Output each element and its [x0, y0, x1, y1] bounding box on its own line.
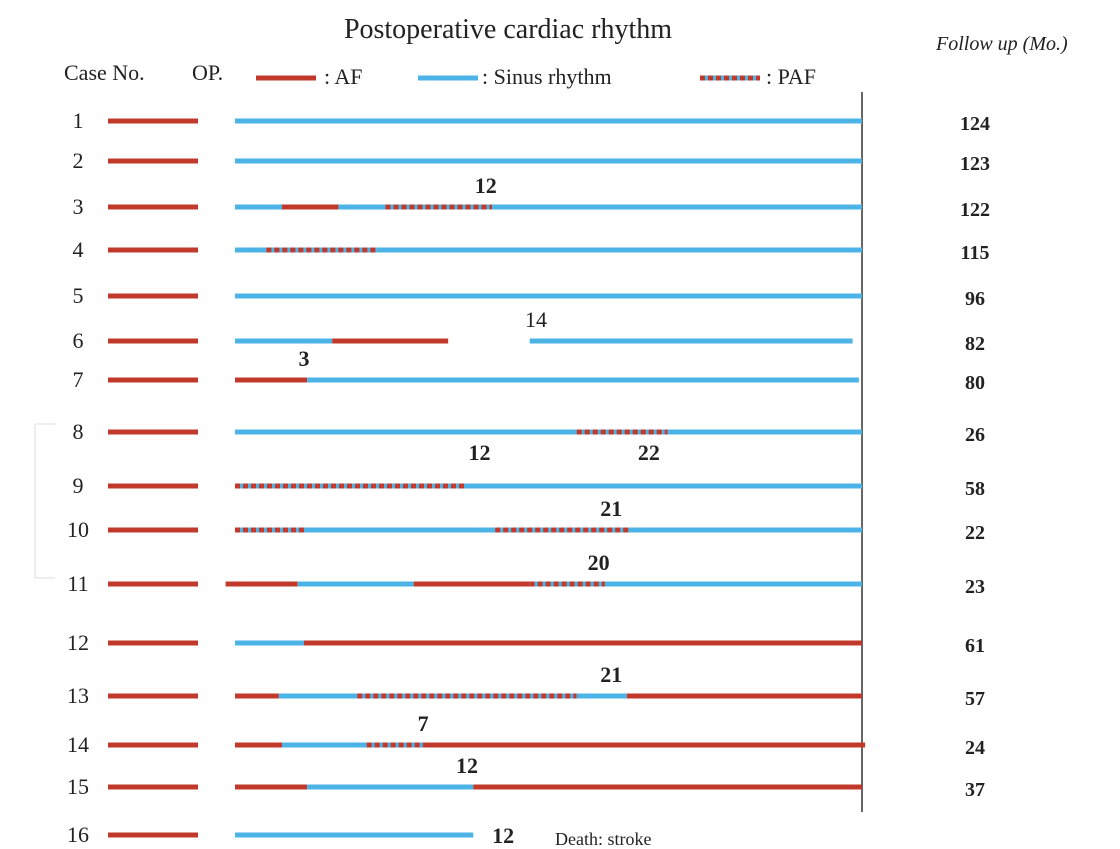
follow-up-months: 23 [965, 576, 985, 598]
follow-up-months: 115 [961, 242, 990, 264]
follow-up-months: 80 [965, 372, 985, 394]
case-number: 11 [67, 571, 88, 596]
month-marker-label: 21 [600, 662, 622, 687]
month-marker-label: 12 [492, 823, 514, 848]
legend-sr-label: : Sinus rhythm [482, 64, 612, 89]
case-number: 6 [73, 328, 84, 353]
follow-up-months: 96 [965, 288, 985, 310]
month-marker-label: 7 [418, 711, 429, 736]
month-marker-label: 22 [638, 440, 660, 465]
header-op: OP. [192, 60, 223, 85]
month-marker-label: 3 [298, 346, 309, 371]
case-number: 14 [67, 732, 89, 757]
follow-up-months: 26 [965, 424, 985, 446]
follow-up-months: 122 [960, 199, 990, 221]
case-number: 2 [73, 148, 84, 173]
header-follow-up: Follow up (Mo.) [935, 33, 1068, 55]
follow-up-months: 82 [965, 333, 985, 355]
case-number: 9 [73, 473, 84, 498]
month-marker-label: 12 [475, 173, 497, 198]
case-number: 10 [67, 517, 89, 542]
case-number: 15 [67, 774, 89, 799]
case-number: 12 [67, 630, 89, 655]
month-marker-label: 20 [588, 550, 610, 575]
case-number: 4 [73, 237, 84, 262]
month-marker-label: 14 [525, 307, 547, 332]
case-note: Death: stroke [555, 829, 651, 849]
month-marker-label: 21 [600, 496, 622, 521]
follow-up-months: 57 [965, 688, 985, 710]
header-case-no: Case No. [64, 60, 145, 85]
follow-up-months: 58 [965, 478, 985, 500]
follow-up-months: 22 [965, 522, 985, 544]
follow-up-months: 124 [960, 113, 990, 135]
follow-up-months: 123 [960, 153, 990, 175]
case-number: 3 [73, 194, 84, 219]
case-number: 7 [73, 367, 84, 392]
case-number: 16 [67, 822, 89, 847]
case-number: 13 [67, 683, 89, 708]
case-number: 1 [73, 108, 84, 133]
case-number: 5 [73, 283, 84, 308]
follow-up-months: 37 [965, 779, 985, 801]
legend-af-label: : AF [324, 64, 363, 89]
month-marker-label: 12 [456, 753, 478, 778]
follow-up-months: 24 [965, 737, 985, 759]
case-number: 8 [73, 419, 84, 444]
month-marker-label: 12 [469, 440, 491, 465]
legend-paf-label: : PAF [766, 64, 816, 89]
follow-up-months: 61 [965, 635, 985, 657]
chart-title: Postoperative cardiac rhythm [344, 14, 672, 45]
